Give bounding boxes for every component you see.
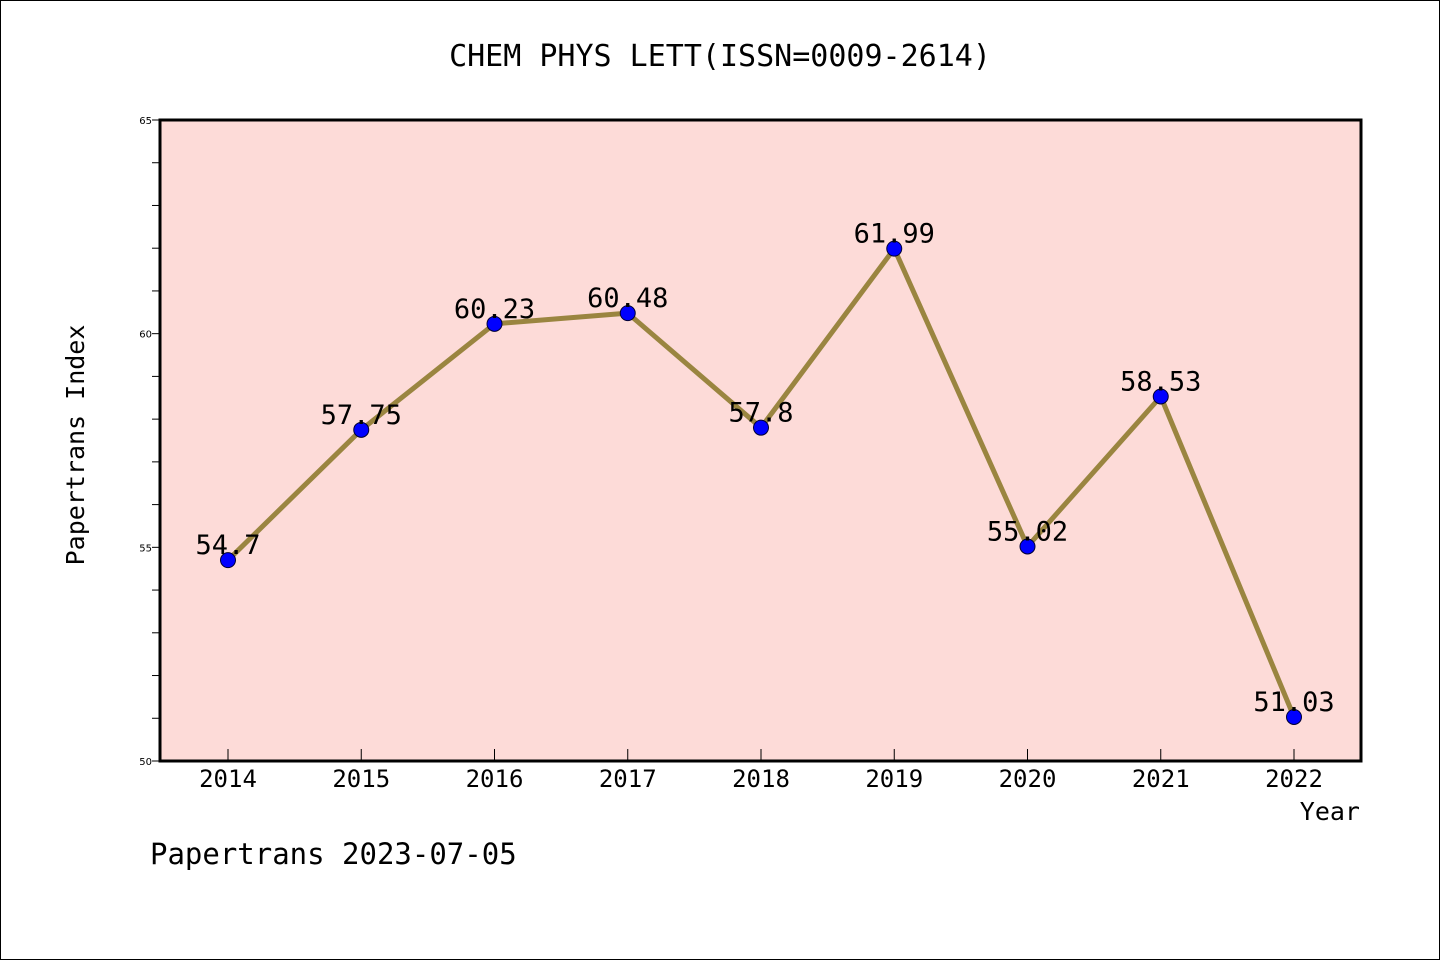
y-axis-label: Papertrans Index	[61, 325, 90, 566]
x-tick-label: 2018	[732, 765, 790, 793]
footer-text: Papertrans 2023-07-05	[150, 837, 517, 871]
plot-area	[158, 118, 1363, 763]
data-label: 54.7	[195, 530, 260, 561]
series-line-group	[220, 240, 1302, 725]
y-tick-label: 65	[139, 116, 152, 127]
x-tick-label: 2017	[599, 765, 657, 793]
data-point	[486, 315, 503, 332]
data-point	[1019, 538, 1036, 555]
x-tick-label: 2022	[1265, 765, 1323, 793]
chart-title: CHEM PHYS LETT(ISSN=0009-2614)	[449, 39, 991, 74]
data-label: 60.23	[454, 294, 535, 325]
x-axis-ticks: 2014 2015 2016 2017 2018 2019 2020 2021 2022	[199, 749, 1323, 793]
y-tick-label: 60	[139, 330, 152, 341]
x-tick-label: 2016	[466, 765, 524, 793]
data-label: 57.8	[728, 398, 793, 429]
data-point	[353, 421, 370, 438]
data-label: 57.75	[321, 400, 402, 431]
data-point	[753, 419, 769, 436]
data-label: 60.48	[587, 283, 668, 314]
y-tick-label: 50	[139, 757, 152, 768]
data-label: 51.03	[1253, 687, 1334, 718]
x-tick-label: 2020	[999, 765, 1057, 793]
x-tick-label: 2021	[1132, 765, 1190, 793]
x-tick-label: 2014	[199, 765, 257, 793]
y-tick-label: 55	[139, 543, 152, 554]
data-point	[1286, 708, 1302, 725]
x-axis-label: Year	[1300, 797, 1360, 826]
data-point	[886, 240, 903, 257]
data-label: 55.02	[987, 516, 1068, 547]
x-tick-label: 2019	[865, 765, 923, 793]
y-axis-ticks: 50 55 60 65	[139, 116, 160, 768]
x-tick-label: 2015	[332, 765, 390, 793]
data-point	[1152, 388, 1169, 405]
data-label: 58.53	[1120, 366, 1201, 397]
data-point	[619, 305, 636, 322]
data-label: 61.99	[854, 219, 935, 250]
data-labels: 54.7 57.75 60.23 60.48 57.8 61.99 55.02 58.53 51…	[195, 219, 1334, 718]
data-point	[220, 552, 236, 569]
